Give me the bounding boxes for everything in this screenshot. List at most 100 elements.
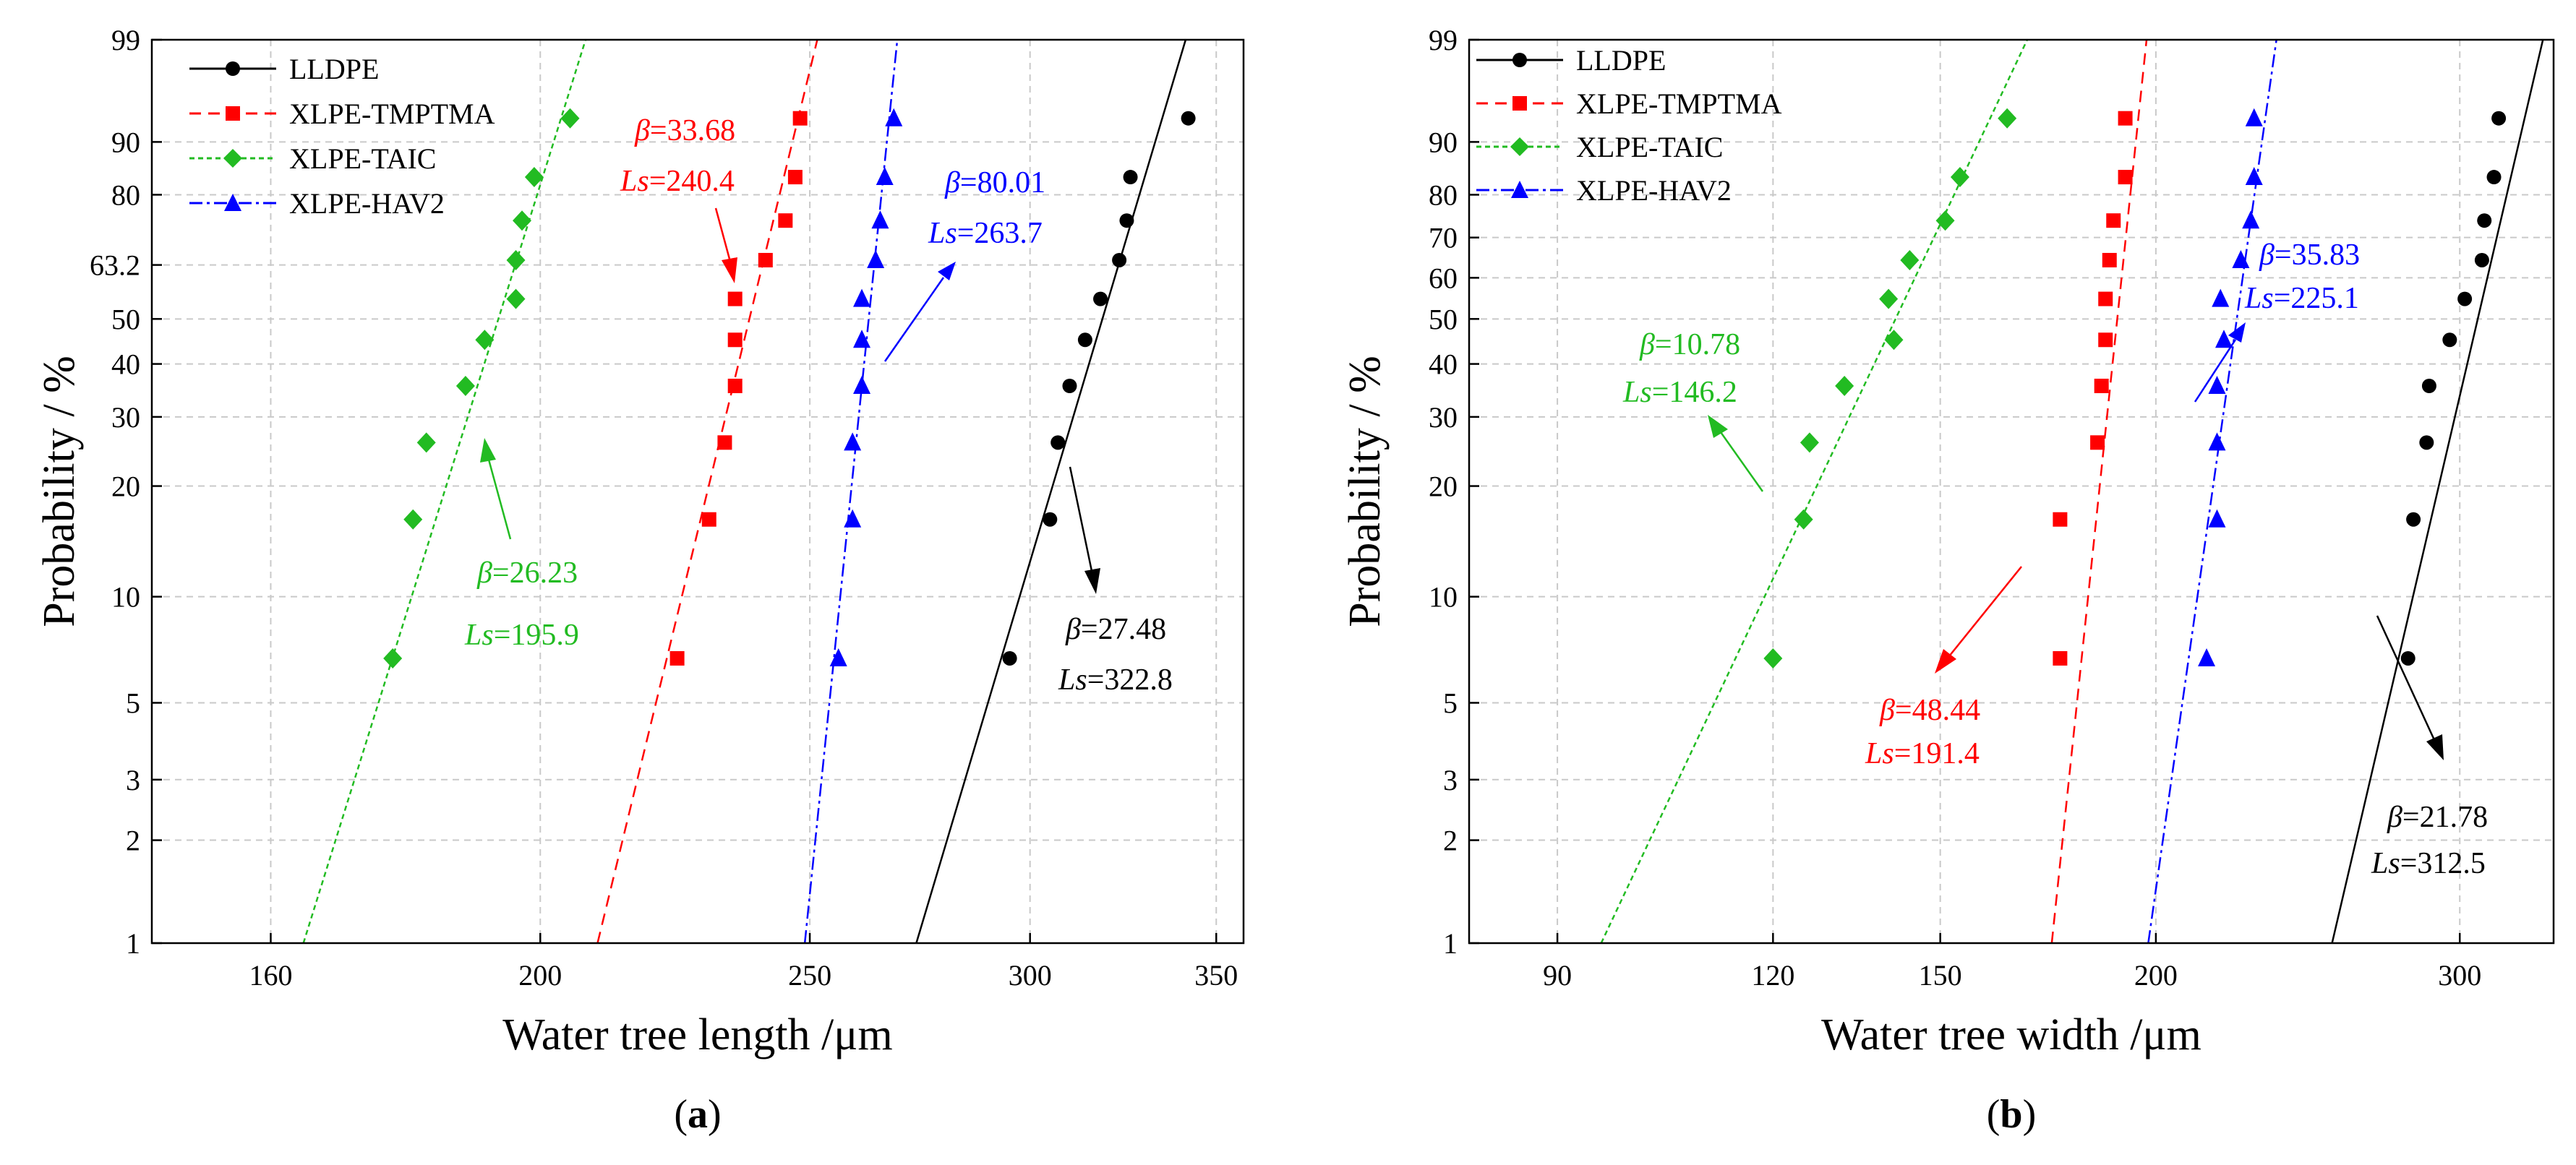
y-tick-labels-b: 1 2 3 5 10 20 30 40 50 60 70 80 90 99	[1429, 24, 1479, 960]
x-tick-label: 350	[1194, 959, 1238, 992]
y-axis-label: Probability / %	[35, 356, 84, 627]
data-point-xlpe-tmptma	[727, 379, 743, 394]
data-point-xlpe-hav2	[2242, 210, 2260, 229]
data-point-xlpe-tmptma	[787, 170, 803, 185]
annotation-arrow	[883, 277, 945, 362]
annotation-taic-b: β=10.78 Ls=146.2	[1622, 328, 1764, 492]
annotation-hav2-b: β=35.83 Ls=225.1	[2194, 238, 2360, 403]
annotation-beta: β=33.68	[634, 114, 735, 147]
legend-item-xlpe-tmptma: XLPE-TMPTMA	[189, 98, 495, 130]
data-point-xlpe-taic	[455, 376, 475, 397]
data-point-xlpe-tmptma	[2102, 252, 2117, 267]
data-point-xlpe-taic	[560, 108, 580, 129]
y-tick-label: 2	[126, 825, 140, 857]
fit-line-lldpe	[2331, 39, 2544, 944]
data-point-xlpe-hav2	[2245, 167, 2263, 186]
fit-lines-b	[1600, 39, 2544, 944]
legend-marker-triangle	[1511, 181, 1528, 198]
x-tick-label: 300	[2438, 959, 2481, 992]
annotation-tmptma-b: β=48.44 Ls=191.4	[1865, 566, 2022, 770]
fit-lines-a	[302, 39, 1187, 944]
annotation-arrow	[714, 207, 732, 262]
data-point-xlpe-taic	[513, 210, 532, 231]
data-point-xlpe-tmptma	[2098, 291, 2113, 306]
annotation-arrow	[487, 459, 512, 540]
data-point-xlpe-hav2	[876, 167, 894, 186]
legend-marker-square	[226, 106, 240, 121]
data-point-lldpe	[2477, 213, 2492, 228]
legend-item-xlpe-taic: XLPE-TAIC	[1476, 131, 1723, 163]
legend-label: XLPE-TAIC	[289, 142, 436, 175]
plot-frame-b	[1468, 38, 2555, 945]
x-tick-label: 200	[518, 959, 562, 992]
data-point-xlpe-taic	[1835, 376, 1854, 397]
annotation-beta: β=26.23	[476, 556, 578, 590]
gridlines-b	[1469, 40, 2554, 943]
legend-marker-diamond	[1510, 137, 1529, 156]
data-point-lldpe	[1077, 332, 1092, 348]
y-tick-label: 50	[1429, 303, 1458, 335]
data-point-xlpe-taic	[1935, 210, 1955, 231]
annotation-beta: β=48.44	[1879, 694, 1980, 727]
annotation-arrow	[1719, 431, 1764, 492]
legend-label: XLPE-HAV2	[1576, 174, 1732, 207]
arrow-head	[1084, 568, 1100, 594]
y-tick-label: 63.2	[90, 249, 140, 282]
data-point-xlpe-hav2	[853, 376, 871, 395]
data-point-lldpe	[1002, 650, 1017, 666]
fit-line-xlpe-hav2	[2147, 39, 2277, 944]
data-point-xlpe-taic	[416, 432, 436, 453]
data-point-lldpe	[2419, 435, 2434, 450]
data-point-xlpe-taic	[524, 167, 544, 188]
data-point-lldpe	[1043, 512, 1058, 527]
y-axis-label: Probability / %	[1340, 356, 1390, 627]
x-tick-labels-a: 160 200 250 300 350	[249, 933, 1238, 992]
y-tick-labels-a: 1 2 3 5 10 20 30 40 50 63.2 80 90 99	[90, 24, 162, 960]
y-tick-label: 30	[111, 401, 140, 434]
y-tick-label: 80	[111, 179, 140, 211]
data-point-lldpe	[1119, 213, 1134, 228]
legend-label: XLPE-TAIC	[1576, 131, 1723, 163]
x-axis-label: Water tree width /μm	[1821, 1010, 2201, 1059]
legend-label: LLDPE	[289, 53, 379, 85]
annotation-lldpe-b: β=21.78 Ls=312.5	[2371, 615, 2488, 880]
legend-a: LLDPE XLPE-TMPTMA XLPE-TAIC XLPE-HAV2	[189, 53, 495, 220]
data-point-xlpe-tmptma	[2090, 435, 2105, 450]
gridlines-a	[152, 40, 1244, 943]
y-tick-label: 20	[111, 470, 140, 503]
annotation-lldpe-a: β=27.48 Ls=322.8	[1058, 466, 1173, 697]
data-point-lldpe	[2491, 111, 2507, 126]
data-point-xlpe-hav2	[2208, 509, 2226, 528]
data-point-xlpe-tmptma	[717, 435, 732, 450]
data-point-xlpe-taic	[403, 509, 423, 530]
data-point-lldpe	[2400, 650, 2415, 666]
data-point-xlpe-tmptma	[2098, 332, 2113, 348]
data-points-b	[1763, 108, 2507, 669]
annotation-beta: β=35.83	[2259, 238, 2360, 272]
fit-line-xlpe-tmptma	[2050, 39, 2148, 944]
data-point-lldpe	[2474, 252, 2489, 267]
y-tick-label: 40	[1429, 348, 1458, 381]
legend-label: LLDPE	[1576, 44, 1666, 77]
y-tick-label: 5	[126, 687, 140, 719]
data-point-xlpe-tmptma	[2053, 512, 2068, 527]
y-tick-label: 80	[1429, 179, 1458, 211]
x-tick-label: 250	[788, 959, 831, 992]
data-point-lldpe	[1093, 291, 1108, 306]
chart-panel-a: 1 2 3 5 10 20 30 40 50 63.2 80 90 99 160 200 250 300 350…	[35, 24, 1245, 1137]
annotation-ls: Ls=191.4	[1865, 737, 1980, 770]
annotation-tmptma-a: β=33.68 Ls=240.4	[620, 114, 737, 283]
annotation-arrow	[1069, 466, 1093, 572]
data-point-xlpe-hav2	[2215, 330, 2233, 348]
x-tick-label: 120	[1751, 959, 1794, 992]
y-tick-label: 1	[126, 927, 140, 960]
y-tick-label: 10	[111, 581, 140, 614]
data-point-xlpe-tmptma	[2094, 379, 2109, 394]
data-point-lldpe	[1112, 252, 1127, 267]
arrow-head	[722, 257, 737, 283]
data-point-xlpe-hav2	[2232, 249, 2250, 268]
data-point-lldpe	[2421, 379, 2436, 394]
x-tick-label: 300	[1009, 959, 1052, 992]
annotation-ls: Ls=312.5	[2371, 847, 2486, 880]
